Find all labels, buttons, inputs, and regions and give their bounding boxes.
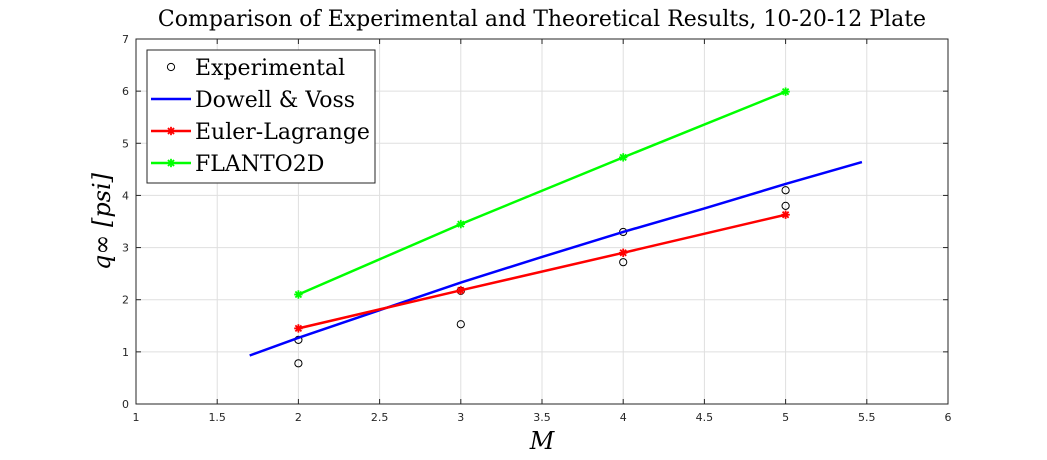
x-tick-label: 3 bbox=[457, 411, 464, 424]
x-axis-label: M bbox=[529, 427, 556, 455]
data-point bbox=[456, 320, 465, 329]
legend-item: FLANTO2D bbox=[151, 152, 324, 177]
y-tick-label: 5 bbox=[122, 137, 129, 150]
data-point bbox=[294, 324, 303, 333]
series-euler-lagrange bbox=[294, 210, 790, 333]
legend-box bbox=[146, 49, 376, 184]
legend-label: Experimental bbox=[195, 56, 345, 81]
legend-marker bbox=[166, 62, 176, 72]
legend-item: Experimental bbox=[166, 56, 345, 81]
series-flanto2d bbox=[294, 87, 790, 299]
data-point bbox=[619, 258, 628, 267]
data-point bbox=[294, 290, 303, 299]
series-group bbox=[249, 87, 863, 368]
y-tick-label: 4 bbox=[122, 189, 129, 202]
y-tick-label: 3 bbox=[122, 242, 129, 255]
x-tick-label: 1.5 bbox=[208, 411, 226, 424]
legend-marker bbox=[166, 126, 176, 136]
data-point bbox=[781, 201, 790, 210]
data-point bbox=[619, 153, 628, 162]
x-tick-label: 2.5 bbox=[371, 411, 389, 424]
x-tick-label: 5.5 bbox=[858, 411, 876, 424]
y-axis-label: q∞ [psi] bbox=[88, 172, 116, 270]
legend-item: Euler-Lagrange bbox=[151, 120, 370, 145]
data-point bbox=[781, 210, 790, 219]
series-line-euler-lagrange bbox=[298, 213, 786, 330]
legend-item: Dowell & Voss bbox=[151, 88, 355, 113]
legend-label: Euler-Lagrange bbox=[195, 120, 370, 145]
y-tick-label: 2 bbox=[122, 294, 129, 307]
y-tick-label: 0 bbox=[122, 398, 129, 411]
series-dowell-voss bbox=[249, 160, 863, 357]
series-experimental bbox=[294, 186, 790, 368]
data-point bbox=[456, 286, 465, 295]
data-point bbox=[619, 248, 628, 257]
data-point bbox=[456, 219, 465, 229]
x-tick-label: 6 bbox=[945, 411, 952, 424]
data-point bbox=[781, 87, 790, 96]
y-tick-label: 1 bbox=[122, 346, 129, 359]
x-tick-label: 5 bbox=[782, 411, 789, 424]
legend-label: FLANTO2D bbox=[195, 152, 324, 177]
y-tick-label: 7 bbox=[122, 33, 129, 46]
x-tick-label: 4 bbox=[620, 411, 627, 424]
x-tick-label: 2 bbox=[295, 411, 302, 424]
legend-marker bbox=[166, 158, 176, 168]
series-line-flanto2d bbox=[297, 90, 787, 296]
x-tick-label: 4.5 bbox=[696, 411, 714, 424]
data-point bbox=[781, 186, 790, 195]
series-line-dowell-voss bbox=[249, 160, 863, 357]
legend: Experimental Dowell & Voss Euler-Lagrange F… bbox=[146, 49, 376, 184]
data-point bbox=[294, 359, 303, 368]
legend-label: Dowell & Voss bbox=[195, 88, 355, 113]
x-tick-label: 1 bbox=[133, 411, 140, 424]
x-tick-label: 3.5 bbox=[533, 411, 551, 424]
y-tick-label: 6 bbox=[122, 85, 129, 98]
chart-title: Comparison of Experimental and Theoretic… bbox=[158, 7, 926, 32]
